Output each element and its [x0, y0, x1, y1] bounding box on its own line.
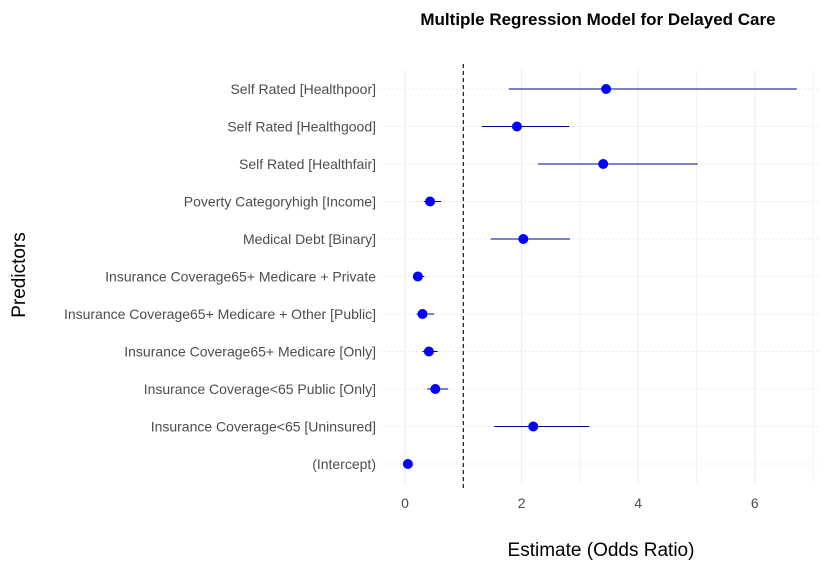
- estimate-point: [417, 309, 428, 319]
- estimate-point: [423, 346, 434, 357]
- y-tick-label: Self Rated [Healthfair]: [239, 156, 376, 172]
- marks-layer: [402, 84, 797, 469]
- estimate-point: [430, 384, 441, 394]
- y-tick-label: Insurance Coverage<65 [Uninsured]: [151, 419, 376, 435]
- chart-title: Multiple Regression Model for Delayed Ca…: [420, 10, 775, 29]
- y-tick-label: Insurance Coverage<65 Public [Only]: [144, 381, 376, 397]
- estimate-point: [402, 459, 413, 469]
- y-tick-label: Self Rated [Healthgood]: [227, 119, 376, 135]
- y-tick-label: Medical Debt [Binary]: [243, 231, 376, 247]
- y-axis-label: Predictors: [9, 232, 30, 318]
- estimate-point: [518, 234, 529, 244]
- y-tick-label: Insurance Coverage65+ Medicare + Other […: [64, 306, 376, 322]
- x-tick-label: 4: [634, 495, 642, 511]
- x-axis-label: Estimate (Odds Ratio): [508, 540, 695, 561]
- grid-layer: [380, 70, 818, 484]
- y-tick-labels: Self Rated [Healthpoor] Self Rated [Healt…: [64, 81, 376, 472]
- y-tick-label: Self Rated [Healthpoor]: [230, 81, 376, 97]
- estimate-point: [425, 196, 436, 207]
- estimate-point: [412, 271, 423, 282]
- x-tick-label: 0: [401, 495, 409, 511]
- estimate-point: [528, 421, 539, 432]
- estimate-point: [601, 84, 612, 94]
- estimate-point: [598, 159, 609, 169]
- x-tick-labels: 0 2 4 6: [401, 495, 759, 511]
- x-tick-label: 2: [518, 495, 526, 511]
- y-tick-label: Insurance Coverage65+ Medicare [Only]: [124, 344, 376, 360]
- y-tick-label: Poverty Categoryhigh [Income]: [184, 194, 376, 210]
- y-tick-label: (Intercept): [312, 456, 376, 472]
- estimate-point: [511, 121, 522, 132]
- y-tick-label: Insurance Coverage65+ Medicare + Private: [105, 269, 376, 285]
- x-tick-label: 6: [751, 495, 759, 511]
